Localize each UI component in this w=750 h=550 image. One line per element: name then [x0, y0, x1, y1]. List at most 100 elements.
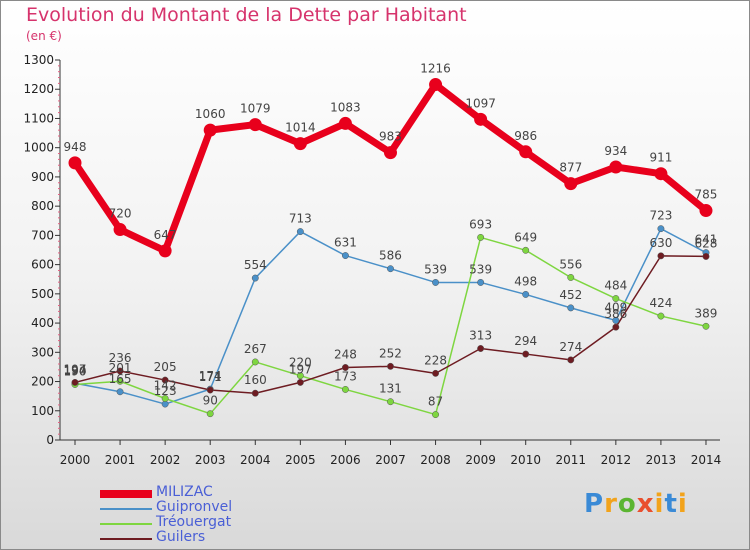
data-label-guilers: 197 — [64, 362, 87, 376]
data-label-milizac: 1060 — [195, 107, 226, 121]
data-point-guilers — [71, 378, 79, 386]
data-point-milizac — [519, 145, 533, 159]
data-point-milizac — [609, 160, 623, 174]
data-label-guipronvel: 123 — [154, 384, 177, 398]
data-point-guilers — [612, 323, 620, 331]
legend-swatch — [100, 538, 152, 540]
data-point-tr-ouergat — [387, 398, 394, 406]
data-point-guilers — [206, 386, 214, 394]
data-label-guipronvel: 539 — [469, 262, 492, 276]
legend-swatch — [100, 490, 152, 498]
data-label-guilers: 228 — [424, 353, 447, 367]
data-label-guilers: 274 — [559, 340, 582, 354]
data-label-tr-ouergat: 267 — [244, 342, 267, 356]
x-tick-label: 2010 — [510, 453, 541, 467]
x-tick-label: 2009 — [465, 453, 496, 467]
data-label-guipronvel: 641 — [695, 233, 718, 247]
data-label-guipronvel: 554 — [244, 258, 267, 272]
proxiti-logo: Proxiti — [584, 489, 688, 519]
data-point-guilers — [432, 369, 440, 377]
data-label-guipronvel: 409 — [604, 300, 627, 314]
legend-label: MILIZAC — [156, 484, 213, 500]
legend-label: Guilers — [156, 529, 206, 545]
chart-series-points — [68, 78, 713, 419]
y-tick-label: 1200 — [23, 82, 54, 96]
data-label-tr-ouergat: 556 — [559, 257, 582, 271]
data-label-tr-ouergat: 173 — [334, 369, 357, 383]
x-tick-label: 2000 — [60, 453, 91, 467]
data-label-milizac: 785 — [695, 188, 718, 202]
data-point-tr-ouergat — [612, 295, 620, 302]
data-point-guilers — [341, 364, 349, 371]
data-point-tr-ouergat — [432, 411, 440, 419]
legend-swatch — [100, 508, 152, 510]
data-label-tr-ouergat: 90 — [203, 394, 218, 408]
chart-axes: 0 100 200 300 400 500 600 700 800 900 1000 1100 1200… — [23, 53, 721, 467]
data-label-tr-ouergat: 649 — [514, 230, 537, 244]
x-tick-label: 2007 — [375, 453, 406, 467]
data-point-tr-ouergat — [206, 410, 214, 418]
data-label-guipronvel: 723 — [649, 209, 672, 223]
data-label-milizac: 1216 — [420, 62, 451, 76]
data-point-tr-ouergat — [477, 233, 485, 241]
data-point-guipronvel — [251, 274, 259, 282]
data-point-guilers — [477, 345, 485, 352]
data-point-milizac — [699, 204, 713, 218]
data-point-milizac — [158, 244, 172, 258]
y-tick-label: 1300 — [23, 53, 54, 67]
data-point-milizac — [338, 116, 352, 130]
data-label-milizac: 986 — [514, 129, 537, 143]
data-point-guipronvel — [477, 278, 485, 286]
y-tick-label: 200 — [31, 375, 54, 389]
y-tick-label: 0 — [46, 433, 54, 447]
x-tick-label: 2004 — [240, 453, 271, 467]
y-tick-label: 400 — [31, 316, 54, 330]
data-label-milizac: 1079 — [240, 102, 271, 116]
data-label-tr-ouergat: 220 — [289, 356, 312, 370]
data-label-guilers: 313 — [469, 329, 492, 343]
data-label-milizac: 877 — [559, 161, 582, 175]
x-tick-label: 2011 — [555, 453, 586, 467]
data-point-milizac — [248, 118, 262, 132]
data-point-milizac — [293, 137, 307, 151]
data-point-guilers — [522, 350, 530, 358]
data-point-guipronvel — [387, 265, 394, 273]
data-point-tr-ouergat — [296, 372, 304, 380]
data-point-guilers — [567, 356, 575, 364]
data-point-milizac — [68, 156, 82, 170]
y-tick-label: 100 — [31, 404, 54, 418]
data-label-milizac: 1083 — [330, 100, 361, 114]
data-point-tr-ouergat — [251, 358, 259, 366]
data-label-guilers: 248 — [334, 348, 357, 362]
data-label-guilers: 171 — [199, 370, 222, 384]
data-label-guipronvel: 539 — [424, 262, 447, 276]
data-point-milizac — [474, 112, 488, 126]
data-point-tr-ouergat — [341, 385, 349, 393]
data-label-tr-ouergat: 484 — [604, 279, 627, 293]
data-point-guipronvel — [567, 304, 575, 312]
x-tick-label: 2005 — [285, 453, 316, 467]
data-point-milizac — [113, 223, 127, 237]
chart-title: Evolution du Montant de la Dette par Hab… — [26, 4, 467, 26]
data-point-guilers — [251, 389, 259, 397]
data-point-milizac — [654, 167, 668, 181]
data-label-milizac: 983 — [379, 130, 402, 144]
data-label-guilers: 628 — [695, 236, 718, 250]
data-point-milizac — [564, 177, 578, 191]
data-point-guipronvel — [116, 388, 124, 396]
y-tick-label: 1100 — [23, 111, 54, 125]
data-point-guilers — [116, 367, 124, 375]
data-label-tr-ouergat: 190 — [64, 364, 87, 378]
y-tick-label: 800 — [31, 199, 54, 213]
data-point-guipronvel — [432, 278, 440, 286]
data-point-milizac — [383, 146, 397, 160]
data-label-guilers: 294 — [514, 334, 537, 348]
data-label-milizac: 720 — [109, 207, 132, 221]
y-tick-label: 600 — [31, 258, 54, 272]
data-label-guilers: 160 — [244, 373, 267, 387]
x-tick-label: 2003 — [195, 453, 226, 467]
chart-unit-label: (en €) — [26, 29, 62, 43]
x-tick-label: 2001 — [105, 453, 136, 467]
